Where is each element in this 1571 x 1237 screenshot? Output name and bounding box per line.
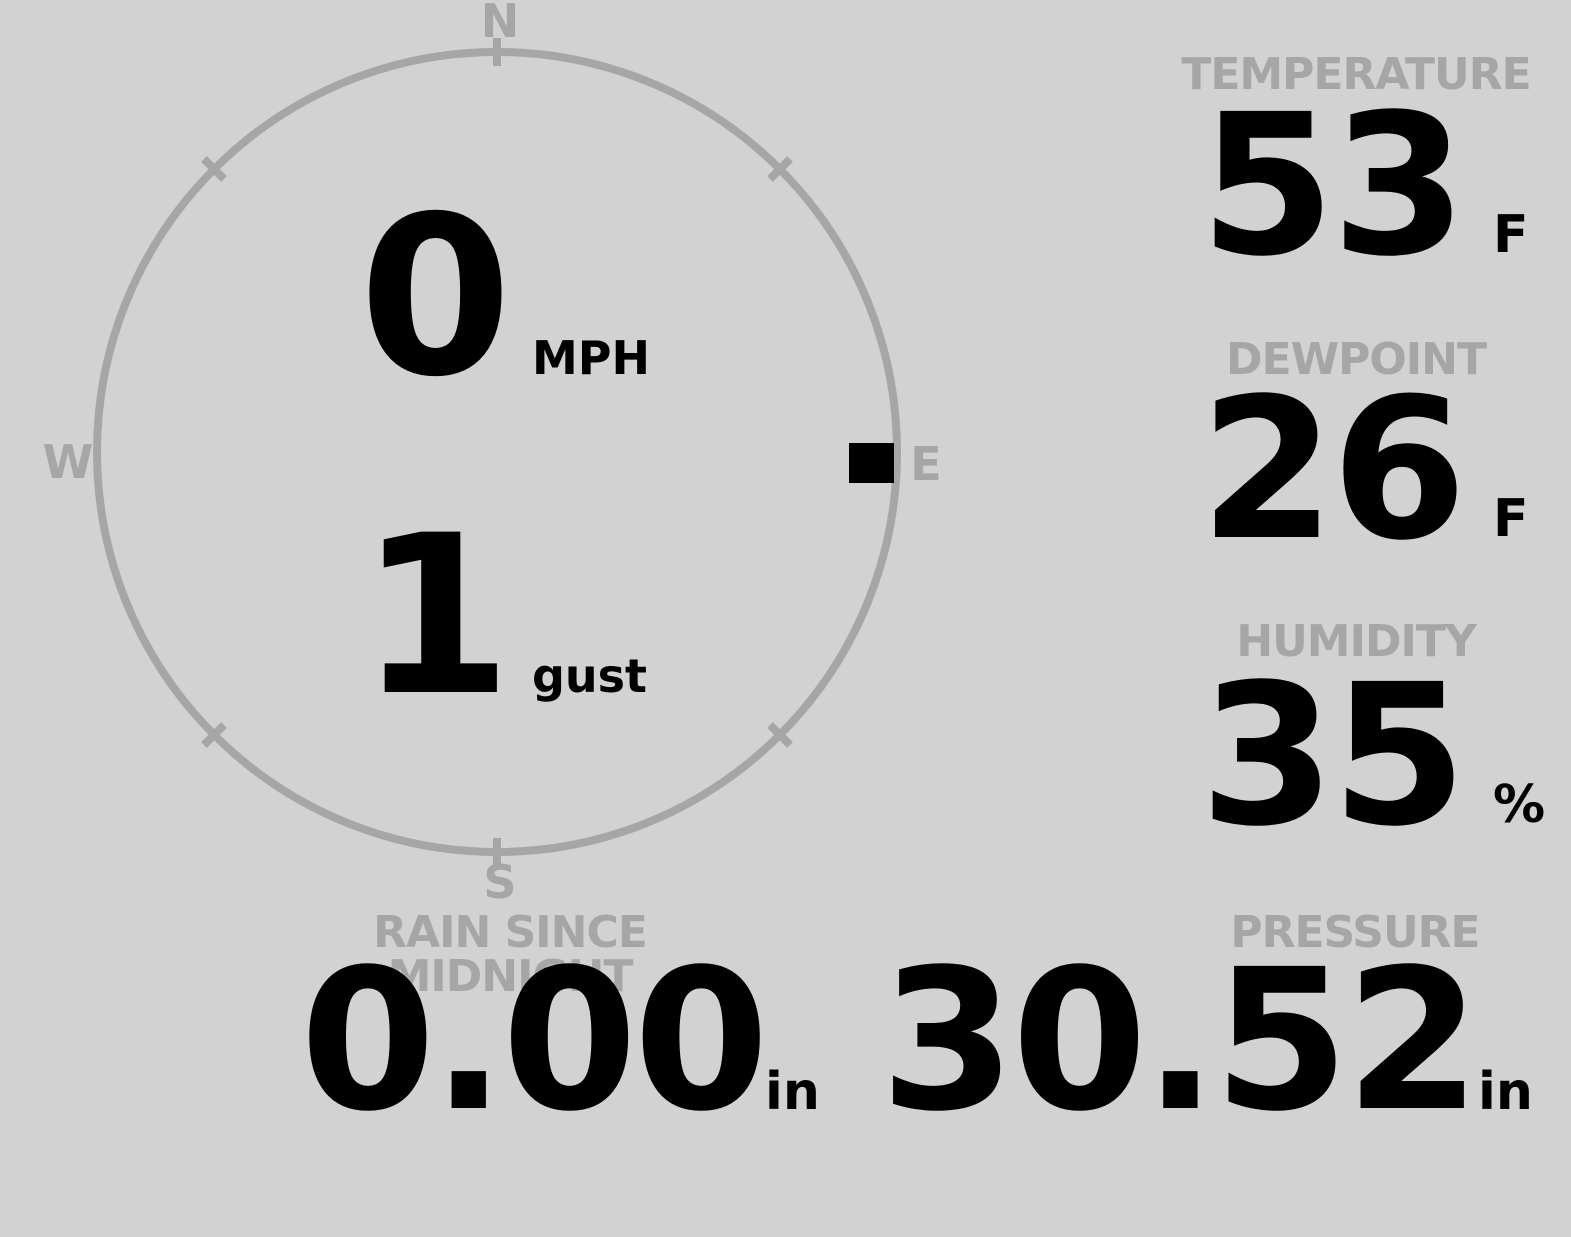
humidity-unit: % — [1493, 775, 1546, 835]
rain-label: RAIN SINCE MIDNIGHT — [373, 907, 648, 1002]
dewpoint-value: 26 — [1199, 356, 1467, 583]
compass-tick-sw — [201, 722, 227, 748]
compass-label-west: W — [42, 435, 94, 489]
compass-tick-nw — [201, 156, 227, 182]
wind-gust-unit: gust — [532, 649, 648, 703]
temperature-label: TEMPERATURE — [1181, 49, 1531, 100]
dewpoint-unit: F — [1493, 489, 1529, 549]
compass-ticks — [201, 38, 793, 866]
pressure-value: 30.52 — [880, 927, 1481, 1154]
temperature-value: 53 — [1199, 72, 1467, 299]
pressure-label: PRESSURE — [1230, 907, 1480, 958]
rain-unit: in — [765, 1062, 820, 1122]
humidity-value: 35 — [1199, 642, 1467, 869]
wind-gust-value: 1 — [358, 488, 512, 744]
compass-label-north: N — [480, 0, 520, 48]
compass-tick-ne — [767, 156, 793, 182]
compass-tick-se — [767, 722, 793, 748]
pressure-unit: in — [1478, 1062, 1533, 1122]
compass-label-east: E — [910, 437, 942, 491]
wind-direction-marker-icon — [849, 443, 894, 483]
rain-value: 0.00 — [300, 927, 769, 1154]
temperature-unit: F — [1493, 205, 1529, 265]
humidity-label: HUMIDITY — [1236, 616, 1476, 667]
dewpoint-label: DEWPOINT — [1226, 334, 1487, 385]
compass-label-south: S — [483, 855, 517, 909]
wind-speed-value: 0 — [358, 169, 512, 425]
wind-speed-unit: MPH — [532, 331, 650, 385]
